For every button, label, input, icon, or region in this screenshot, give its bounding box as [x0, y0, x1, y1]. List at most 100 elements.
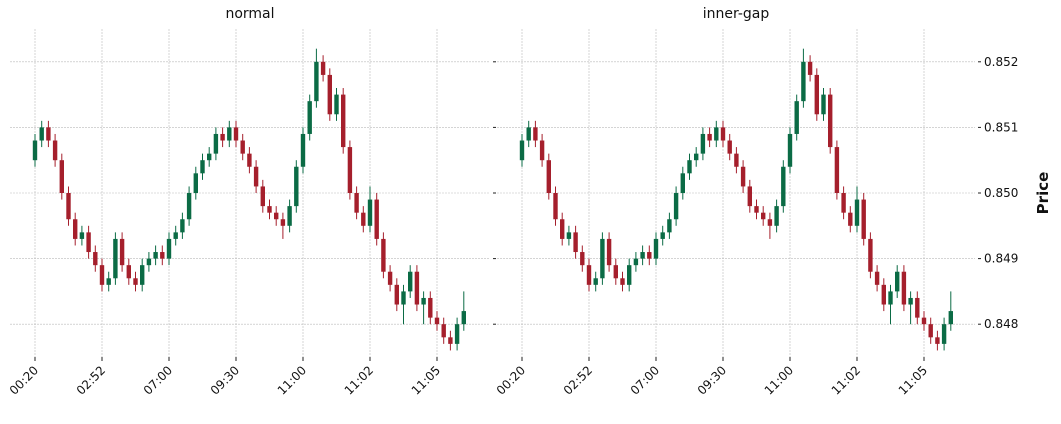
candle-body — [519, 140, 525, 161]
candle-body — [714, 127, 719, 141]
y-axis-label: Price — [1034, 172, 1052, 215]
candle-body — [868, 238, 873, 272]
candle-body — [408, 271, 413, 292]
candle-body — [294, 166, 299, 207]
candle-body — [667, 219, 672, 233]
candle-body — [126, 265, 131, 279]
candle-body — [928, 324, 933, 338]
candle-body — [673, 193, 679, 220]
candle-body — [166, 238, 172, 259]
candle-body — [300, 133, 306, 167]
x-tick-label: 07:00 — [141, 363, 175, 397]
candle-body — [39, 127, 44, 141]
candle-body — [153, 252, 158, 259]
candle-body — [414, 271, 420, 305]
candle-body — [220, 133, 225, 141]
candle-body — [32, 140, 38, 161]
candle-body — [59, 160, 64, 193]
candle-body — [767, 219, 773, 226]
candle-body — [586, 265, 592, 285]
candle-body — [539, 140, 545, 161]
candle-body — [781, 166, 786, 207]
candle-body — [454, 324, 460, 344]
candle-body — [915, 297, 920, 318]
candle-body — [448, 337, 453, 344]
candle-body — [807, 61, 813, 75]
x-tick-label: 00:20 — [7, 363, 41, 397]
candle-body — [861, 199, 866, 239]
y-tick-label: 0.852 — [984, 55, 1018, 69]
candle-body — [260, 186, 265, 207]
candle-body — [640, 252, 645, 259]
candle-body — [334, 94, 339, 115]
candle-body — [240, 140, 245, 154]
candle-body — [948, 311, 953, 325]
candle-body — [287, 206, 292, 226]
y-tick-label: 0.850 — [984, 186, 1018, 200]
x-tick-label: 11:00 — [762, 363, 796, 397]
candle-body — [341, 94, 346, 148]
candle-body — [79, 232, 85, 239]
candle-body — [253, 166, 259, 187]
candle-body — [173, 232, 178, 239]
candle-body — [908, 297, 913, 305]
candle-body — [119, 238, 125, 266]
candle-body — [200, 160, 205, 174]
candle-body — [620, 278, 625, 285]
candle-body — [354, 193, 359, 213]
candle-body — [374, 199, 379, 239]
y-tick-label: 0.851 — [984, 120, 1018, 134]
candle-body — [801, 61, 806, 102]
candle-body — [747, 186, 752, 207]
candle-body — [707, 133, 712, 141]
candle-body — [854, 199, 860, 226]
candle-body — [428, 297, 433, 318]
candle-body — [99, 265, 105, 285]
candle-body — [700, 133, 706, 154]
candle-body — [186, 193, 192, 220]
candle-body — [233, 127, 239, 141]
candle-body — [901, 271, 907, 305]
candle-body — [761, 212, 766, 220]
x-tick-label: 09:30 — [695, 363, 729, 397]
candle-body — [140, 265, 145, 285]
candle-body — [573, 232, 578, 253]
candle-body — [734, 153, 739, 167]
candle-body — [441, 324, 446, 338]
candle-body — [633, 258, 639, 266]
candle-body — [774, 206, 779, 226]
candle-body — [533, 127, 538, 141]
candle-body — [881, 284, 886, 305]
candle-body — [600, 238, 605, 279]
candle-body — [888, 291, 893, 305]
candle-body — [434, 317, 440, 325]
candle-body — [841, 193, 846, 213]
candle-body — [106, 278, 111, 285]
candle-body — [421, 297, 426, 305]
candle-body — [941, 324, 947, 344]
candle-body — [606, 238, 612, 266]
candle-body — [895, 271, 900, 292]
candle-body — [73, 219, 78, 239]
x-tick-label: 11:02 — [829, 363, 863, 397]
candle-body — [46, 127, 51, 141]
candle-body — [680, 173, 685, 193]
candle-body — [627, 265, 632, 285]
x-tick-label: 11:05 — [896, 363, 930, 397]
candle-body — [327, 74, 332, 115]
candle-body — [720, 127, 726, 141]
candle-body — [367, 199, 373, 226]
candle-body — [787, 133, 793, 167]
candle-body — [66, 193, 71, 220]
candle-body — [93, 252, 98, 266]
candle-body — [381, 238, 386, 272]
x-tick-label: 11:05 — [409, 363, 443, 397]
candle-body — [133, 278, 138, 285]
candle-body — [213, 133, 219, 154]
candle-body — [247, 153, 252, 167]
candle-body — [314, 61, 319, 102]
candle-body — [461, 311, 466, 325]
candle-body — [653, 238, 659, 259]
candle-body — [694, 153, 699, 161]
